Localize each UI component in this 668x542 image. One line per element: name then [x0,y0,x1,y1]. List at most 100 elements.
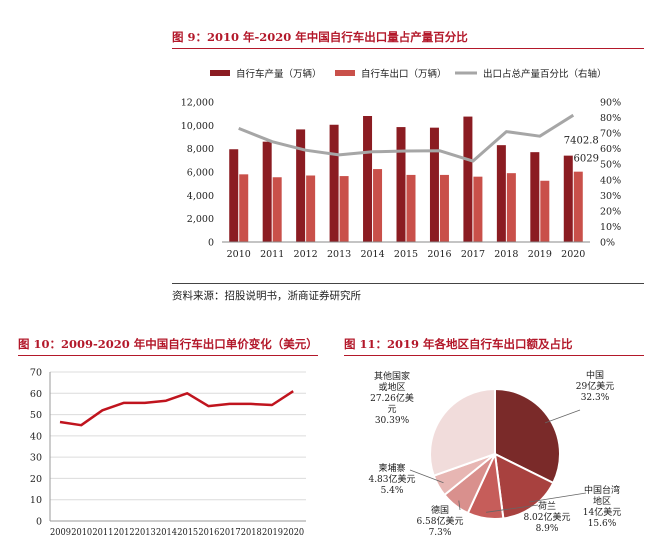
figure-9-bottom-rule [172,283,644,284]
pie-slice [493,452,555,520]
x-tick-label: 2019 [528,249,552,260]
y-tick-label: 8,000 [187,144,214,155]
y-tick-label: 4,000 [187,191,214,202]
bar-export [239,174,249,242]
legend-swatch-export [335,70,355,76]
y2-tick-label: 50% [600,160,621,171]
pie-slice [494,387,561,485]
x-tick-label: 2011 [260,249,284,260]
y-tick-label: 2,000 [187,214,214,225]
slice-label: 德国 [431,504,449,516]
legend-label-ratio: 出口占总产量百分比（右轴） [483,68,607,80]
data-label-export-2020: 6029 [574,154,599,165]
slice-label: 地区 [593,495,611,507]
bar-production [530,152,540,242]
leader-line [409,469,444,484]
y-tick-label: 10,000 [181,121,214,132]
bar-export [339,176,349,242]
slice-label: 15.6% [588,519,617,529]
bar-production [396,127,406,242]
leader-line [544,409,581,424]
data-label-production-2020: 7402.8 [564,136,599,147]
bar-export [373,169,383,242]
x-tick-label: 2020 [561,249,585,260]
leader-line [458,500,461,511]
bar-export [540,180,550,242]
figure-9-title: 图 9：2010 年-2020 年中国自行车出口量占产量百分比 [172,30,468,44]
bar-production [296,129,306,242]
slice-label: 元 [387,405,396,415]
y-tick-label: 70 [30,368,42,379]
bar-production [496,145,506,242]
y-tick-label: 6,000 [187,168,214,179]
figure-9-title-rule [172,48,644,49]
x-tick-label: 2010 [227,249,251,260]
y2-tick-label: 70% [600,129,621,140]
x-tick-label: 2014 [156,528,177,538]
bar-export [306,175,316,242]
slice-label: 32.3% [581,393,610,403]
x-tick-label: 2020 [283,528,304,538]
x-tick-label: 2017 [220,528,241,538]
leader-line [486,504,539,513]
x-tick-label: 2016 [198,528,219,538]
x-tick-label: 2016 [427,249,451,260]
bar-production [229,149,239,242]
x-tick-label: 2015 [394,249,418,260]
x-tick-label: 2010 [71,528,92,538]
export-ratio-chart: 自行车产量（万辆） 自行车出口（万辆） 出口占总产量百分比（右轴） 0 2,000 4,0… [181,68,621,260]
bar-export [506,173,516,242]
y-tick-label: 12,000 [181,98,214,109]
y2-tick-label: 80% [600,113,621,124]
bar-export [439,174,449,242]
slice-label: 或地区 [378,381,405,393]
legend-label-production: 自行车产量（万辆） [236,68,322,80]
x-tick-label: 2014 [360,249,384,260]
x-tick-label: 2013 [327,249,351,260]
slice-label: 29亿美元 [576,380,614,392]
bar-production [363,116,373,242]
y2-tick-label: 30% [600,191,621,202]
y2-tick-label: 90% [600,98,621,109]
y2-tick-label: 0% [600,238,615,249]
bar-export [272,177,282,242]
figure-10-title: 图 10：2009-2020 年中国自行车出口单价变化（美元） [18,337,318,351]
slice-label: 8.9% [536,524,559,534]
y2-tick-label: 10% [600,222,621,233]
slice-label: 中国 [586,369,604,381]
slice-label: 14亿美元 [583,506,621,518]
x-tick-label: 2018 [494,249,518,260]
slice-label: 7.3% [429,528,452,538]
slice-label: 荷兰 [538,500,556,512]
y-tick-label: 40 [30,431,42,442]
bar-production [563,155,573,242]
x-tick-label: 2009 [50,528,71,538]
bar-export [473,176,483,242]
y-tick-label: 0 [208,238,214,249]
legend-label-export: 自行车出口（万辆） [361,68,447,80]
y-tick-label: 50 [30,410,42,421]
slice-label: 中国台湾 [584,484,620,496]
bar-export [406,174,416,242]
pie-slice [429,387,496,477]
slice-label: 30.39% [375,416,410,426]
x-tick-label: 2018 [241,528,262,538]
x-tick-label: 2012 [114,528,135,538]
ratio-line [238,113,575,163]
figure-9-source: 资料来源：招股说明书，浙商证券研究所 [172,290,361,302]
y2-tick-label: 40% [600,175,621,186]
slice-label: 8.02亿美元 [523,511,570,523]
price-line [59,390,294,427]
figure-11-title: 图 11：2019 年各地区自行车出口额及占比 [344,337,573,351]
leader-line [529,492,587,503]
bar-export [573,171,583,242]
figure-11-title-rule [344,355,644,356]
bar-production [429,127,439,242]
y2-tick-label: 20% [600,206,621,217]
bar-production [463,116,473,242]
bar-production [262,141,272,242]
slice-label: 柬埔寨 [378,462,405,474]
figure-10-title-rule [18,355,318,356]
y-tick-label: 10 [30,495,42,506]
